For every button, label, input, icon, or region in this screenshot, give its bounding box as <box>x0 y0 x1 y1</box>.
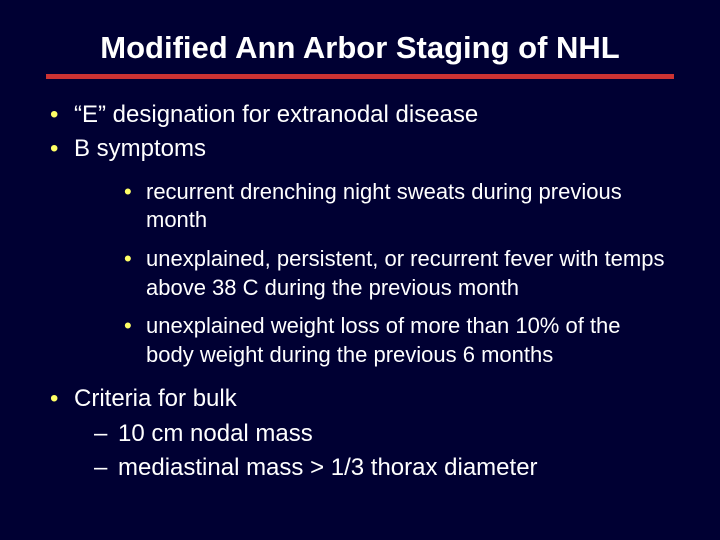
sub-bullet-item: unexplained, persistent, or recurrent fe… <box>124 245 674 302</box>
bullet-item: B symptoms recurrent drenching night swe… <box>46 133 674 369</box>
slide-title: Modified Ann Arbor Staging of NHL <box>46 30 674 79</box>
bullet-item: “E” designation for extranodal disease <box>46 99 674 131</box>
sub-bullet-item: recurrent drenching night sweats during … <box>124 178 674 235</box>
dash-bullet-item: mediastinal mass > 1/3 thorax diameter <box>94 452 674 484</box>
bullet-list-level3: 10 cm nodal mass mediastinal mass > 1/3 … <box>74 418 674 485</box>
bullet-list-level1: “E” designation for extranodal disease B… <box>46 99 674 485</box>
bullet-list-level2: recurrent drenching night sweats during … <box>74 178 674 370</box>
bullet-item: Criteria for bulk 10 cm nodal mass media… <box>46 383 674 484</box>
dash-bullet-item: 10 cm nodal mass <box>94 418 674 450</box>
bullet-text: B symptoms <box>74 135 206 162</box>
bullet-text: Criteria for bulk <box>74 385 237 412</box>
sub-bullet-item: unexplained weight loss of more than 10%… <box>124 312 674 369</box>
